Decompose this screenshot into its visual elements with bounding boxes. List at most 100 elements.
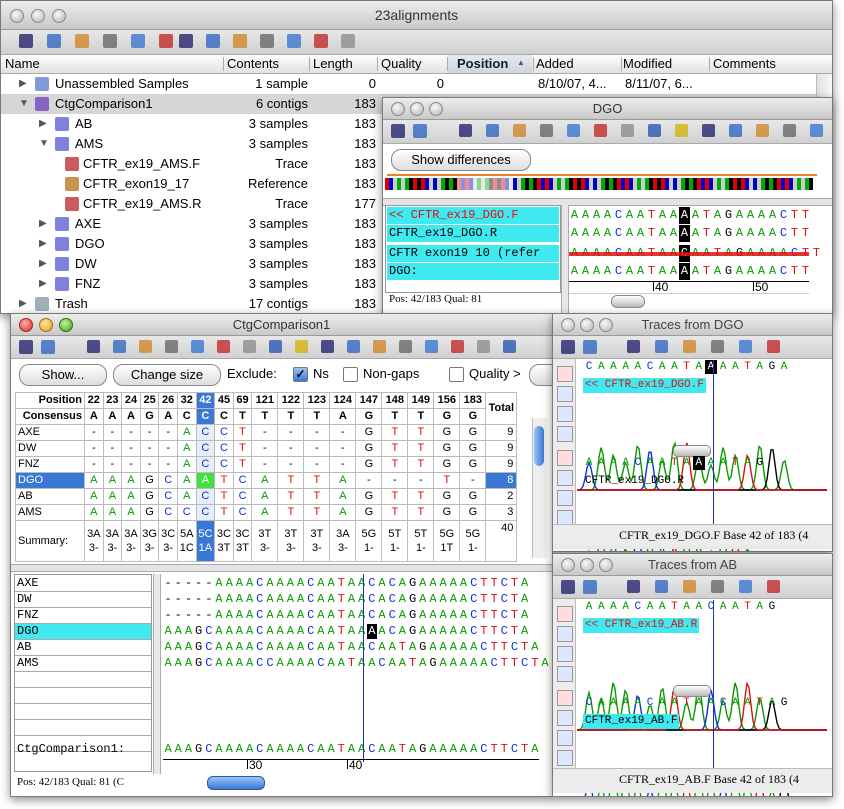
toolbar-icon[interactable] — [47, 34, 61, 48]
list-row[interactable]: ▼ AMS 3 samples 183 — [1, 134, 832, 154]
toolbar-icon[interactable] — [621, 124, 634, 137]
partial-button[interactable] — [529, 364, 552, 386]
toolbar-icon[interactable] — [739, 340, 752, 353]
zoom-button[interactable] — [429, 102, 443, 116]
close-button[interactable] — [19, 318, 33, 332]
toolbar-icon[interactable] — [486, 124, 499, 137]
toolbar-icon[interactable] — [655, 580, 668, 593]
disclosure-triangle[interactable]: ▼ — [39, 138, 49, 149]
disclosure-triangle[interactable]: ▶ — [39, 278, 47, 289]
zoom-button[interactable] — [599, 318, 613, 332]
toolbar-icon[interactable] — [165, 340, 178, 353]
minimize-button[interactable] — [39, 318, 53, 332]
toolbar-icon[interactable] — [540, 124, 553, 137]
side-icon[interactable] — [557, 666, 573, 682]
toolbar-icon[interactable] — [503, 340, 516, 353]
scroll-thumb[interactable] — [207, 776, 265, 790]
show-differences-button[interactable]: Show differences — [391, 149, 531, 171]
side-icon[interactable] — [557, 730, 573, 746]
column-header-label[interactable]: Modified — [623, 56, 673, 71]
toolbar-icon[interactable] — [287, 34, 301, 48]
toolbar-icon[interactable] — [477, 340, 490, 353]
scroll-thumb[interactable] — [611, 295, 645, 308]
side-icon[interactable] — [557, 426, 573, 442]
zoom-button[interactable] — [59, 318, 73, 332]
column-header-label[interactable]: Quality — [381, 56, 422, 71]
side-icon[interactable] — [557, 710, 573, 726]
toolbar-icon[interactable] — [75, 34, 89, 48]
show-button[interactable]: Show... — [19, 364, 107, 386]
disclosure-triangle[interactable]: ▶ — [19, 298, 27, 309]
toolbar-icon[interactable] — [702, 124, 715, 137]
checkbox-label[interactable]: Non-gaps — [363, 366, 420, 381]
toolbar-icon[interactable] — [711, 580, 724, 593]
toolbar-icon[interactable] — [567, 124, 580, 137]
toolbar-icon[interactable] — [191, 340, 204, 353]
column-header-label[interactable]: Position — [457, 56, 509, 71]
toolbar-icon[interactable] — [711, 340, 724, 353]
side-icon[interactable] — [557, 606, 573, 622]
close-button[interactable] — [561, 318, 575, 332]
toolbar-icon[interactable] — [295, 340, 308, 353]
zoom-button[interactable] — [599, 558, 613, 572]
list-row[interactable]: ▶ AB 3 samples 183 — [1, 114, 832, 134]
toolbar-icon[interactable] — [87, 340, 100, 353]
toolbar-icon[interactable] — [561, 340, 575, 354]
close-button[interactable] — [561, 558, 575, 572]
toolbar-icon[interactable] — [683, 580, 696, 593]
toolbar-icon[interactable] — [113, 340, 126, 353]
toolbar-icon[interactable] — [314, 34, 328, 48]
side-icon[interactable] — [557, 750, 573, 766]
toolbar-icon[interactable] — [583, 580, 597, 594]
toolbar-icon[interactable] — [783, 124, 796, 137]
toolbar-icon[interactable] — [648, 124, 661, 137]
toolbar-icon[interactable] — [627, 340, 640, 353]
side-icon[interactable] — [557, 450, 573, 466]
disclosure-triangle[interactable]: ▶ — [39, 118, 47, 129]
toolbar-icon[interactable] — [425, 340, 438, 353]
toolbar-icon[interactable] — [675, 124, 688, 137]
list-row[interactable]: ▶ FNZ 3 samples 183 — [1, 274, 832, 294]
side-icon[interactable] — [557, 646, 573, 662]
column-header-label[interactable]: Added — [536, 56, 574, 71]
toolbar-icon[interactable] — [561, 580, 575, 594]
toolbar-icon[interactable] — [373, 340, 386, 353]
toolbar-icon[interactable] — [583, 340, 597, 354]
scroll-thumb[interactable] — [673, 685, 711, 697]
toolbar-icon[interactable] — [139, 340, 152, 353]
list-row[interactable]: ▶ DW 3 samples 183 — [1, 254, 832, 274]
toolbar-icon[interactable] — [810, 124, 823, 137]
toolbar-icon[interactable] — [347, 340, 360, 353]
toolbar-icon[interactable] — [767, 580, 780, 593]
list-row[interactable]: ▶ Unassembled Samples 1 sample 0 0 8/10/07, 4… — [1, 74, 832, 94]
list-row[interactable]: CFTR_exon19_17 Reference 183 — [1, 174, 832, 194]
toolbar-icon[interactable] — [739, 580, 752, 593]
toolbar-icon[interactable] — [321, 340, 334, 353]
toolbar-icon[interactable] — [19, 340, 33, 354]
list-row[interactable]: CFTR_ex19_AMS.R Trace 177 — [1, 194, 832, 214]
side-icon[interactable] — [557, 366, 573, 382]
checkbox-label[interactable]: Ns — [313, 366, 329, 381]
disclosure-triangle[interactable]: ▶ — [39, 238, 47, 249]
zoom-button[interactable] — [52, 9, 66, 23]
toolbar-icon[interactable] — [159, 34, 173, 48]
side-icon[interactable] — [557, 690, 573, 706]
column-header-label[interactable]: Comments — [713, 56, 776, 71]
side-icon[interactable] — [557, 626, 573, 642]
side-icon[interactable] — [557, 470, 573, 486]
close-button[interactable] — [391, 102, 405, 116]
toolbar-icon[interactable] — [103, 34, 117, 48]
toolbar-icon[interactable] — [233, 34, 247, 48]
toolbar-icon[interactable] — [341, 34, 355, 48]
toolbar-icon[interactable] — [413, 124, 427, 138]
close-button[interactable] — [10, 9, 24, 23]
disclosure-triangle[interactable]: ▶ — [39, 258, 47, 269]
toolbar-icon[interactable] — [19, 34, 33, 48]
minimize-button[interactable] — [580, 558, 594, 572]
checkbox[interactable] — [343, 367, 358, 382]
change-size-button[interactable]: Change size — [113, 364, 221, 386]
toolbar-icon[interactable] — [131, 34, 145, 48]
toolbar-icon[interactable] — [513, 124, 526, 137]
minimize-button[interactable] — [31, 9, 45, 23]
toolbar-icon[interactable] — [399, 340, 412, 353]
